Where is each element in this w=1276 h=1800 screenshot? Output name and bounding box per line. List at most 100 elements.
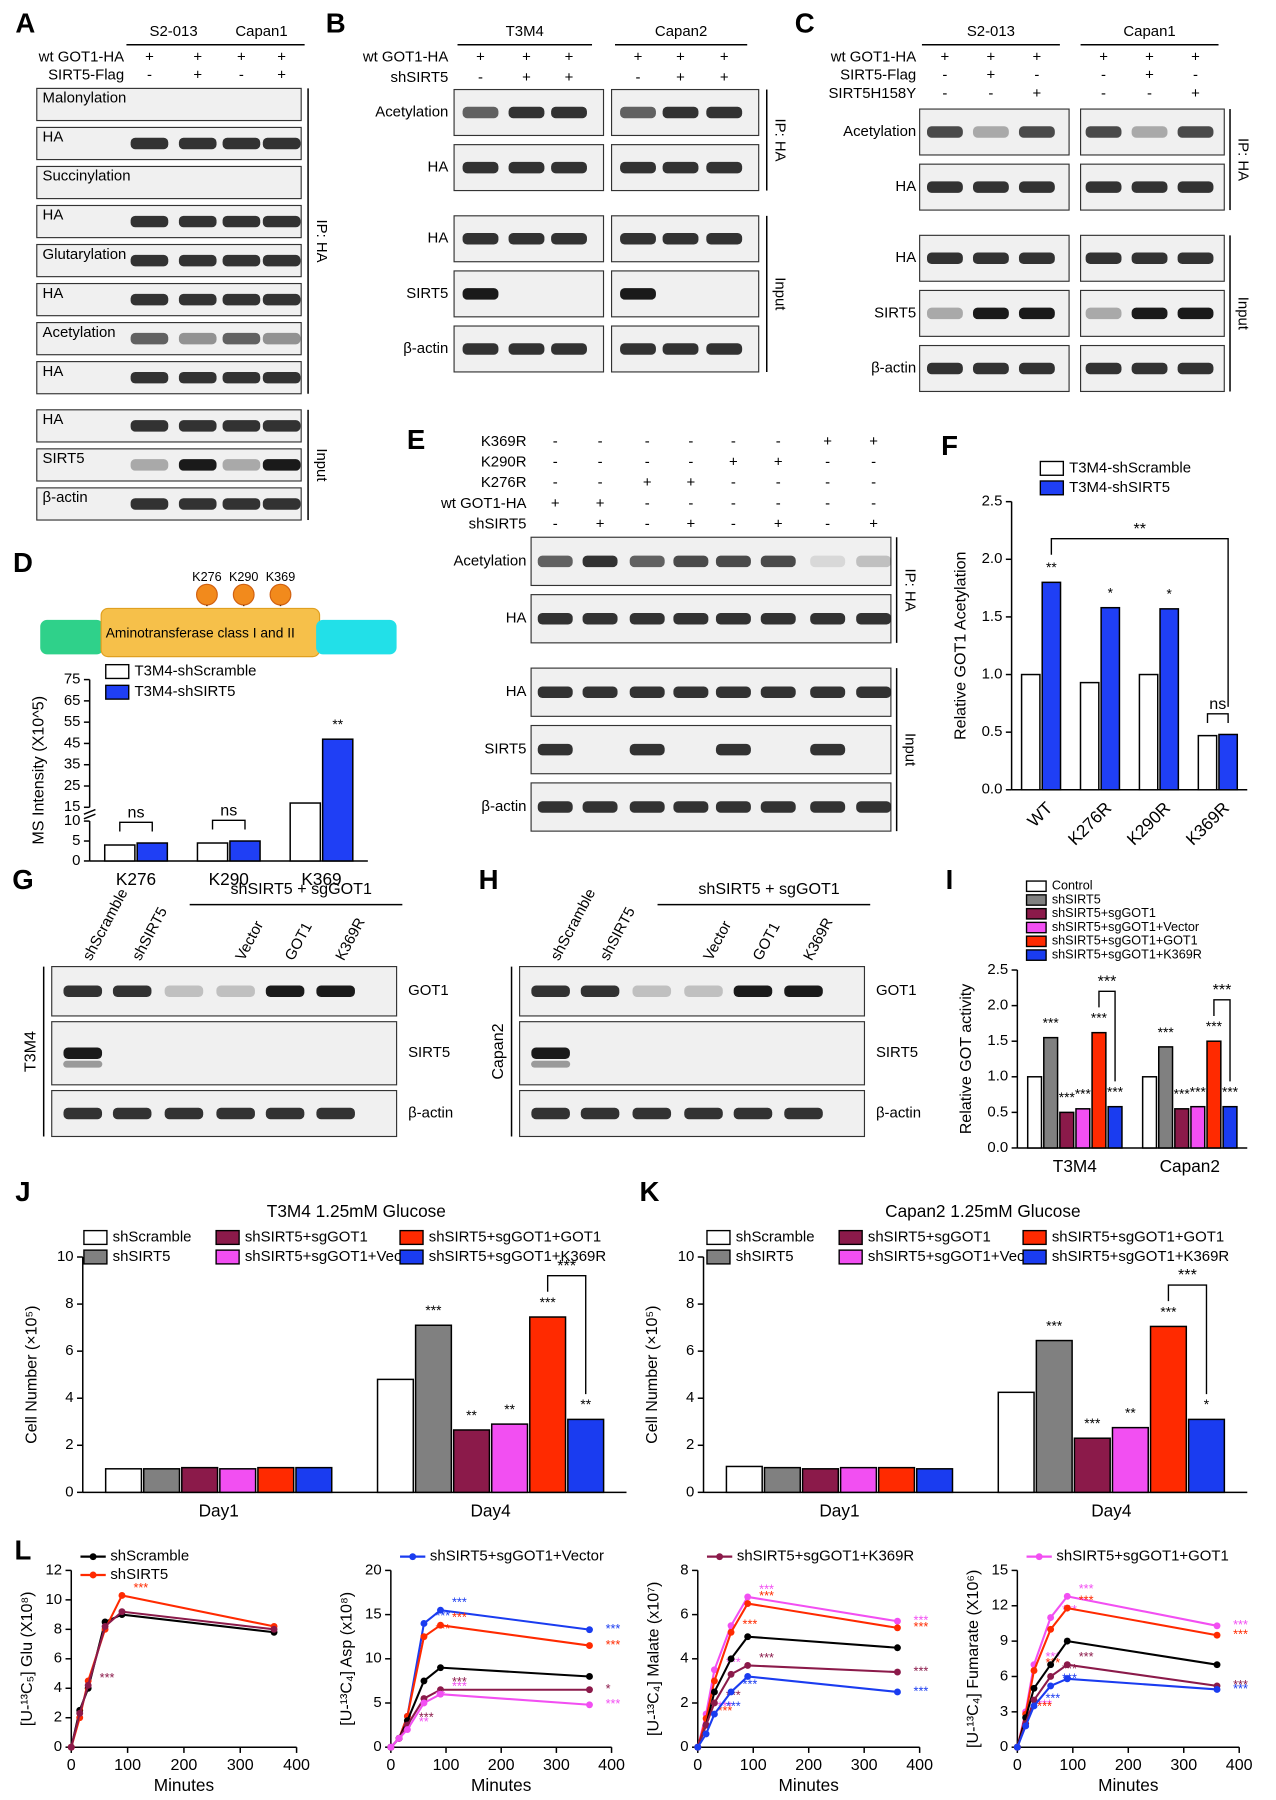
significance: ***: [914, 1614, 929, 1628]
point: [727, 1688, 735, 1696]
condition-sign: -: [688, 454, 693, 471]
significance: ***: [452, 1680, 467, 1694]
bar: [219, 1468, 257, 1494]
condition-label: K276R: [481, 474, 527, 491]
legend-label: T3M4-shScramble: [134, 662, 256, 679]
band: [551, 343, 587, 355]
bracket-label: ***: [557, 1257, 576, 1275]
condition-sign: +: [1145, 67, 1154, 84]
legend-swatch: [1025, 949, 1047, 961]
significance: ***: [914, 1664, 929, 1678]
band: [784, 1107, 823, 1120]
condition-sign: +: [869, 516, 878, 533]
significance: ***: [133, 1581, 148, 1595]
condition-label: shSIRT5: [469, 516, 527, 533]
point: [1063, 1661, 1071, 1669]
significance: ***: [452, 1596, 467, 1610]
bar: [1026, 1076, 1043, 1149]
legend-label: shSIRT5+sgGOT1: [1052, 906, 1156, 920]
band: [684, 985, 723, 998]
condition-sign: +: [676, 48, 685, 65]
band: [164, 1107, 204, 1120]
band: [462, 288, 499, 300]
significance: ***: [1233, 1618, 1248, 1632]
line: [1016, 1677, 1218, 1748]
condition-sign: -: [731, 495, 736, 512]
section-label: Input: [771, 277, 788, 311]
lane-label: K369R: [800, 915, 837, 963]
y-tick-label: 0: [373, 1738, 381, 1755]
blot-box: [36, 448, 302, 482]
bar: [103, 844, 136, 862]
bar: [1138, 673, 1159, 791]
legend-swatch: [1025, 894, 1047, 906]
bracket-label: ns: [1209, 695, 1226, 713]
y-tick-label: 10: [365, 1650, 382, 1667]
bar: [1100, 606, 1121, 791]
band: [733, 1107, 773, 1120]
condition-sign: +: [522, 48, 531, 65]
condition-label: wt GOT1-HA: [440, 495, 526, 512]
band: [926, 307, 963, 320]
point: [586, 1642, 593, 1649]
point: [1047, 1682, 1055, 1690]
band: [178, 420, 217, 432]
y-tick-label: 0: [1000, 1738, 1008, 1755]
band: [662, 106, 699, 119]
band: [262, 420, 301, 432]
bar: [1174, 1108, 1190, 1149]
condition-sign: -: [776, 495, 781, 512]
condition-sign: +: [193, 67, 202, 84]
legend-swatch: [706, 1229, 731, 1246]
legend-swatch: [83, 1249, 108, 1265]
point: [101, 1622, 109, 1630]
band: [262, 293, 301, 306]
point: [1063, 1675, 1071, 1683]
significance: ***: [1046, 1318, 1063, 1333]
point: [1030, 1702, 1038, 1710]
band: [1177, 126, 1214, 138]
row-label: Acetylation: [843, 123, 916, 140]
point: [1047, 1661, 1055, 1669]
significance: ***: [419, 1711, 434, 1725]
significance: *: [1108, 586, 1114, 601]
band: [715, 743, 751, 756]
band: [1131, 181, 1168, 193]
condition-sign: -: [478, 69, 483, 86]
condition-sign: +: [551, 495, 560, 512]
band: [164, 985, 204, 998]
condition-label: wt GOT1-HA: [830, 48, 916, 65]
condition-label: SIRT5-Flag: [840, 67, 916, 84]
lane-label: GOT1: [750, 920, 784, 964]
legend-label: shSIRT5+sgGOT1: [245, 1228, 368, 1245]
bar: [1187, 1418, 1226, 1494]
legend-swatch: [1025, 907, 1047, 920]
band: [216, 985, 255, 998]
bracket-label: ***: [1178, 1266, 1197, 1284]
band: [112, 985, 152, 998]
point: [403, 1726, 411, 1733]
legend-swatch: [399, 1229, 424, 1246]
condition-label: shSIRT5: [391, 69, 449, 86]
band: [715, 801, 751, 813]
significance: ***: [452, 1675, 467, 1689]
band: [265, 985, 305, 998]
band: [130, 332, 169, 345]
y-tick-label: 2: [65, 1436, 73, 1453]
row-label: Acetylation: [375, 103, 448, 120]
bar: [490, 1423, 529, 1494]
point: [744, 1593, 752, 1601]
row-label: HA: [43, 129, 64, 146]
bracket: [1206, 713, 1229, 723]
x-axis-label: Minutes: [154, 1775, 214, 1795]
band: [222, 420, 261, 432]
legend-label: Control: [1052, 879, 1093, 893]
band: [684, 1107, 723, 1120]
panel-letter: D: [13, 547, 33, 578]
y-tick-label: 4: [65, 1389, 73, 1406]
bar: [567, 1418, 605, 1494]
band: [760, 686, 796, 698]
panel-letter: K: [640, 1176, 660, 1207]
panel-letter: F: [941, 430, 958, 461]
point: [586, 1686, 593, 1694]
